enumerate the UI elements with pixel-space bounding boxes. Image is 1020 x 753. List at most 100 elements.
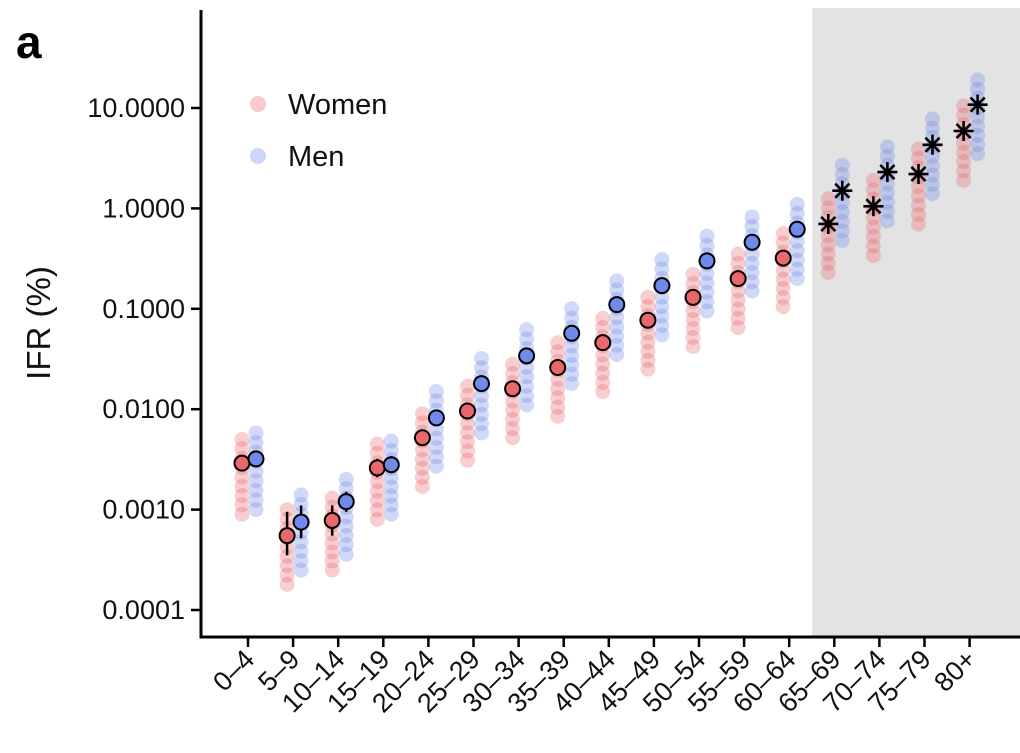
sample-point [834,204,850,220]
sample-point [338,509,354,525]
sample-point [519,322,535,338]
sample-point [956,107,972,123]
sample-point [505,411,521,427]
sample-point [744,283,760,299]
panel-label: a [16,16,42,68]
sample-point [925,148,940,164]
sample-point [338,481,354,497]
sample-point [550,344,566,360]
y-axis-title: IFR (%) [20,266,57,380]
sample-point [279,558,295,574]
sample-point [879,185,895,201]
sample-point [428,458,444,474]
sample-point [925,186,940,202]
sample-point [775,262,791,278]
sample-point [789,206,805,222]
estimate-star [922,134,943,155]
estimate-star [967,94,988,115]
estimate-point [368,459,386,477]
sample-point [744,255,760,271]
sample-point [505,402,521,418]
sample-point [685,266,701,282]
estimate-point [504,380,522,398]
sample-point [234,431,250,447]
sample-point [911,179,926,195]
sample-point [234,488,250,504]
sample-point [654,261,670,277]
sample-point [564,357,580,373]
sample-point [820,200,836,216]
sample-point [820,255,836,271]
estimate-point [549,359,567,377]
estimate-point [684,288,702,306]
sample-point [383,433,399,449]
sample-point [699,237,715,253]
sample-point [324,490,340,506]
y-tick-label: 1.0000 [102,193,185,223]
sample-point [956,135,972,151]
sample-point [970,137,986,153]
sample-point [234,497,250,513]
estimate-point [729,270,747,288]
sample-point [428,430,444,446]
sample-point [279,548,295,564]
sample-point [414,442,430,458]
sample-point [324,535,340,551]
sample-point [338,527,354,543]
sample-point [911,141,926,157]
sample-point [834,214,850,230]
sample-point [956,98,972,114]
sample-point [730,301,746,317]
sample-point [564,310,580,326]
sample-point [879,194,895,210]
sample-point [595,356,611,372]
estimate-star [953,121,974,142]
sample-point [428,393,444,409]
sample-point [460,415,475,431]
estimate-point [563,324,581,342]
sample-point [595,311,611,327]
sample-point [775,280,791,296]
sample-point [383,479,399,495]
sample-point [414,478,430,494]
sample-point [834,157,850,173]
sample-point [925,176,940,192]
sample-point [654,308,670,324]
sample-point [595,374,611,390]
sample-point [474,350,489,366]
sample-point [234,441,250,457]
sample-point [834,223,850,239]
sample-point [595,347,611,363]
sample-point [519,397,535,413]
sample-point [383,488,399,504]
sample-point [685,321,701,337]
sample-point [911,207,926,223]
sample-point [248,425,264,441]
sample-point [248,435,264,451]
sample-point [685,330,701,346]
sample-point [519,378,535,394]
sample-point [383,506,399,522]
sample-point [744,265,760,281]
sample-point [820,191,836,207]
sample-point [293,534,309,550]
sample-point [460,452,475,468]
legend-key-men [250,148,266,164]
y-tick-label: 10.0000 [87,93,185,123]
sample-point [505,393,521,409]
estimate-point [608,296,626,314]
estimate-star [908,164,929,185]
estimate-point [337,493,355,511]
sample-point [730,310,746,326]
sample-point [248,463,264,479]
sample-point [970,81,986,97]
sample-point [369,483,385,499]
sample-point [654,289,670,305]
sample-point [834,195,850,211]
sample-point [640,334,656,350]
sample-point [550,381,566,397]
sample-point [865,219,881,235]
sample-point [730,292,746,308]
sample-point [564,376,580,392]
sample-point [685,339,701,355]
